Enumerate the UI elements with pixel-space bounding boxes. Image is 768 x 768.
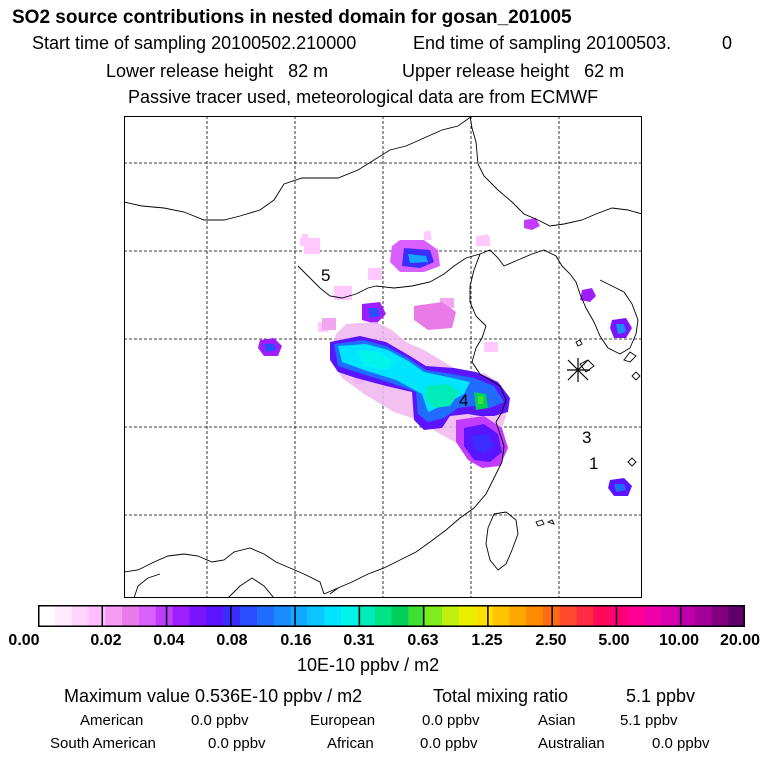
scale-tick-1: 0.02 [90, 632, 122, 649]
coastlines [124, 116, 642, 598]
color-swatch [256, 605, 275, 627]
color-swatch [172, 605, 190, 627]
source-label-3: 3 [582, 428, 591, 447]
color-swatch [425, 605, 443, 627]
scale-tick-8: 2.50 [535, 632, 567, 649]
region-value-australian: 0.0 ppbv [652, 735, 710, 752]
color-swatch [694, 605, 712, 627]
color-swatch [307, 605, 325, 627]
color-swatch [38, 605, 56, 627]
total-mixing-label: Total mixing ratio [433, 686, 569, 706]
source-label-1: 1 [589, 454, 598, 473]
sampling-start: Start time of sampling 20100502.210000 [32, 33, 357, 53]
color-swatch [677, 605, 695, 627]
color-swatch [54, 605, 73, 627]
color-swatch [627, 605, 645, 627]
scale-tick-7: 1.25 [471, 632, 503, 649]
region-value-american: 0.0 ppbv [191, 712, 249, 729]
lower-release-height: Lower release height 82 m [106, 61, 329, 81]
color-swatch [442, 605, 460, 627]
region-value-asian: 5.1 ppbv [620, 712, 678, 729]
color-swatch [576, 605, 594, 627]
region-name-australian: Australian [538, 735, 605, 752]
scale-tick-11: 20.00 [719, 632, 761, 649]
concentration-map: 5 4 3 1 [124, 116, 642, 598]
color-swatch [290, 605, 308, 627]
color-swatch [357, 605, 376, 627]
color-swatch [105, 605, 123, 627]
scale-unit: 10E-10 ppbv / m2 [297, 655, 440, 675]
color-swatch [155, 605, 174, 627]
color-swatch [71, 605, 89, 627]
scale-tick-6: 0.63 [407, 632, 439, 649]
color-scale-bar [38, 605, 745, 627]
scale-tick-9: 5.00 [598, 632, 630, 649]
color-swatch [374, 605, 392, 627]
color-swatch [526, 605, 544, 627]
color-swatch [223, 605, 241, 627]
color-swatch [475, 605, 493, 627]
station-asterisk [567, 358, 590, 382]
color-swatch [458, 605, 477, 627]
color-swatch [122, 605, 140, 627]
upper-release-height: Upper release height 62 m [402, 61, 625, 81]
color-swatch [593, 605, 611, 627]
color-swatch [509, 605, 527, 627]
color-swatch [408, 605, 426, 627]
color-swatch [206, 605, 224, 627]
lat-lon-grid [124, 116, 642, 598]
total-mixing-value: 5.1 ppbv [626, 686, 696, 706]
color-swatch [324, 605, 342, 627]
region-value-european: 0.0 ppbv [422, 712, 480, 729]
color-swatch [711, 605, 729, 627]
plume-shading [258, 218, 632, 496]
color-swatch [240, 605, 258, 627]
scale-tick-10: 10.00 [658, 632, 700, 649]
color-swatch [341, 605, 359, 627]
color-scale-border [38, 605, 745, 627]
region-name-american: American [80, 712, 144, 729]
region-name-south-american: South American [50, 735, 156, 752]
region-name-european: European [310, 712, 376, 729]
region-value-south-american: 0.0 ppbv [208, 735, 266, 752]
scale-tick-4: 0.16 [280, 632, 312, 649]
color-swatch [391, 605, 409, 627]
color-swatch [189, 605, 207, 627]
color-swatch [559, 605, 578, 627]
region-value-african: 0.0 ppbv [420, 735, 478, 752]
page-title: SO2 source contributions in nested domai… [12, 7, 572, 28]
color-swatch [273, 605, 291, 627]
color-swatch [728, 605, 745, 627]
sampling-end: End time of sampling 20100503. [413, 33, 672, 53]
scale-tick-3: 0.08 [216, 632, 248, 649]
model-info: Passive tracer used, meteorological data… [128, 87, 599, 107]
sampling-end-value: 0 [722, 33, 733, 53]
color-swatch [610, 605, 628, 627]
source-label-4: 4 [459, 391, 468, 410]
scale-tick-2: 0.04 [153, 632, 185, 649]
color-swatch [88, 605, 106, 627]
color-swatch [660, 605, 679, 627]
source-label-5: 5 [321, 266, 330, 285]
color-swatch [139, 605, 157, 627]
color-swatch [492, 605, 510, 627]
scale-tick-5: 0.31 [343, 632, 375, 649]
scale-tick-0: 0.00 [8, 632, 40, 649]
region-name-african: African [327, 735, 374, 752]
region-name-asian: Asian [538, 712, 576, 729]
maximum-value: Maximum value 0.536E-10 ppbv / m2 [64, 686, 363, 706]
color-swatch [644, 605, 662, 627]
